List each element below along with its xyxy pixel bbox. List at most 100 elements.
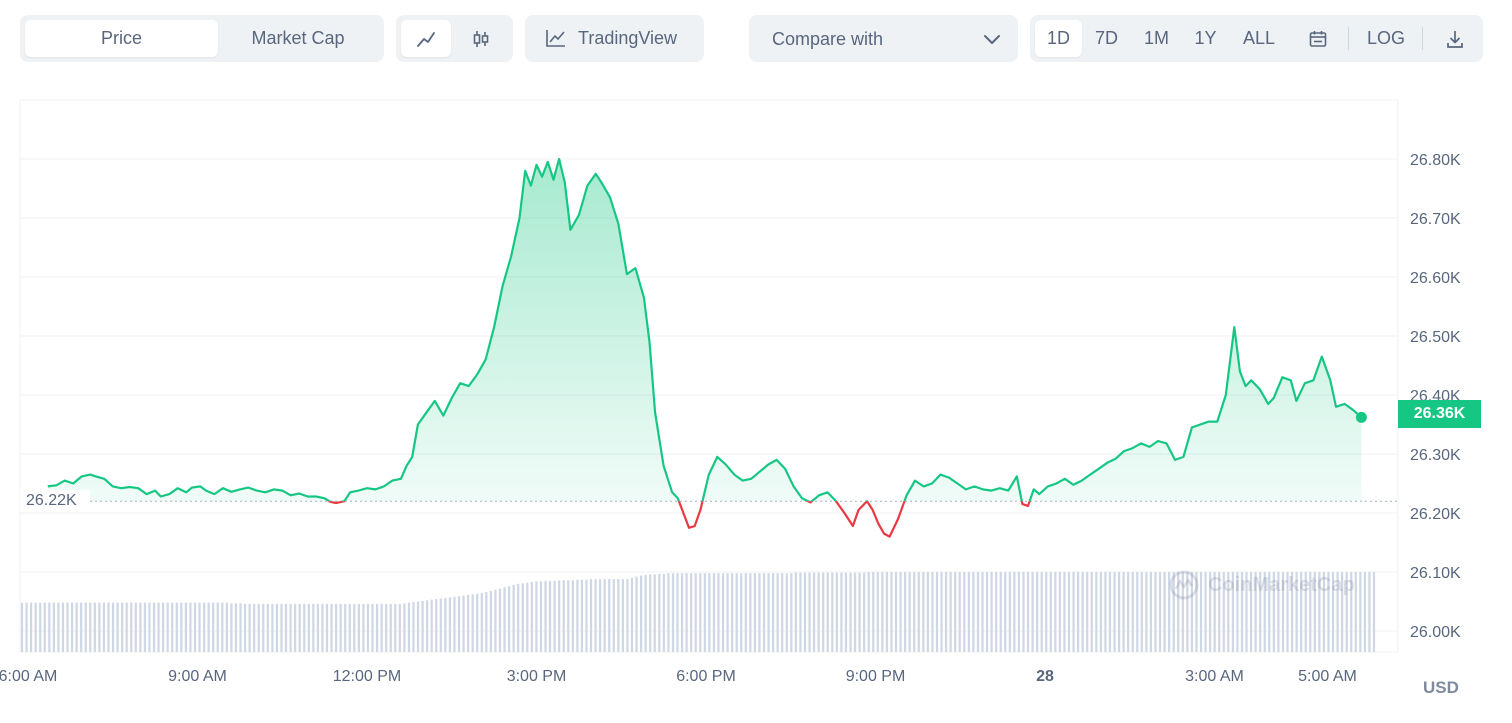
volume-bar (594, 579, 597, 652)
volume-bar (731, 573, 734, 652)
volume-bar (435, 599, 438, 652)
volume-bar (262, 603, 265, 652)
volume-bar (403, 603, 406, 652)
volume-bar (844, 572, 848, 652)
timeframe-7d[interactable]: 7D (1094, 28, 1118, 48)
volume-bar (1331, 572, 1335, 652)
candlestick-button[interactable] (456, 20, 506, 57)
volume-bar (1309, 572, 1312, 652)
timeframe-1m[interactable]: 1M (1143, 28, 1169, 48)
volume-bar (1195, 572, 1198, 652)
volume-bar (70, 602, 74, 652)
volume-bar (1049, 572, 1052, 652)
timeframe-1d[interactable]: 1D (1035, 20, 1082, 57)
compare-label: Compare with (772, 29, 884, 49)
volume-bar (453, 596, 456, 652)
volume-bar (699, 573, 702, 652)
volume-bar (193, 602, 197, 652)
volume-bar (426, 600, 429, 652)
volume-bar (567, 580, 570, 652)
chevron-down-icon (984, 35, 1000, 44)
volume-bar (635, 576, 638, 652)
volume-bar (985, 572, 989, 652)
volume-bar (1300, 572, 1303, 652)
volume-bar (212, 602, 215, 652)
volume-bar (321, 603, 324, 652)
volume-bar (1090, 572, 1093, 652)
volume-bar (507, 586, 511, 652)
y-tick-label: 26.80K (1410, 152, 1461, 169)
tab-price[interactable]: Price (25, 20, 218, 57)
volume-bar (517, 583, 520, 652)
volume-bar (640, 575, 643, 652)
volume-bar (649, 574, 652, 652)
volume-bar (1072, 572, 1075, 652)
volume-bars (20, 572, 1376, 652)
volume-bar (876, 572, 879, 652)
volume-bar (690, 573, 693, 652)
volume-bar (1259, 572, 1262, 652)
compare-with-dropdown[interactable]: Compare with (749, 15, 1018, 62)
volume-bar (1186, 572, 1189, 652)
volume-bar (207, 602, 210, 652)
volume-bar (116, 602, 119, 652)
volume-bar (189, 602, 192, 652)
volume-bar (348, 603, 351, 652)
volume-bar (1145, 572, 1148, 652)
date-range-button[interactable] (1296, 20, 1340, 57)
y-tick-label: 26.10K (1410, 565, 1461, 582)
volume-bar (398, 603, 401, 652)
volume-bar (1341, 572, 1344, 652)
volume-bar (1113, 572, 1116, 652)
volume-bar (708, 573, 711, 652)
volume-bar (1017, 572, 1021, 652)
volume-bar (603, 579, 606, 652)
volume-bar (735, 573, 738, 652)
tab-market-cap[interactable]: Market Cap (251, 28, 345, 48)
volume-bar (20, 602, 24, 652)
tradingview-button[interactable]: TradingView (525, 15, 704, 62)
y-tick-label: 26.60K (1410, 270, 1461, 287)
download-icon (1447, 30, 1463, 48)
volume-bar (93, 602, 96, 652)
volume-bar (421, 600, 424, 652)
volume-bar (1281, 572, 1285, 652)
volume-bar (30, 602, 33, 652)
volume-bar (1013, 572, 1016, 652)
x-tick-label: 5:00 AM (1298, 668, 1357, 685)
volume-bar (881, 572, 884, 652)
volume-bar (75, 602, 78, 652)
volume-bar (694, 573, 697, 652)
volume-bar (1181, 572, 1184, 652)
volume-bar (1122, 572, 1125, 652)
volume-bar (266, 603, 269, 652)
volume-bar (366, 603, 370, 652)
log-scale-toggle[interactable]: LOG (1366, 28, 1405, 48)
volume-bar (157, 602, 160, 652)
timeframe-all[interactable]: ALL (1242, 28, 1276, 48)
volume-bar (940, 572, 943, 652)
volume-bar (1199, 572, 1203, 652)
volume-bar (944, 572, 948, 652)
line-chart-button[interactable] (401, 20, 451, 57)
volume-bar (548, 580, 552, 652)
volume-bar (111, 602, 115, 652)
volume-bar (416, 601, 420, 652)
volume-bar (1345, 572, 1348, 652)
price-line-up (47, 157, 1363, 502)
volume-bar (1254, 572, 1257, 652)
y-tick-label: 26.70K (1410, 211, 1461, 228)
price-area (47, 159, 1362, 502)
volume-bar (1168, 572, 1171, 652)
volume-bar (34, 602, 37, 652)
download-button[interactable] (1434, 20, 1476, 57)
volume-bar (913, 572, 916, 652)
volume-bar (539, 581, 543, 652)
volume-bar (303, 603, 306, 652)
volume-bar (817, 572, 820, 652)
volume-bar (1190, 572, 1194, 652)
volume-bar (908, 572, 911, 652)
volume-bar (202, 602, 206, 652)
timeframe-1y[interactable]: 1Y (1194, 28, 1217, 48)
